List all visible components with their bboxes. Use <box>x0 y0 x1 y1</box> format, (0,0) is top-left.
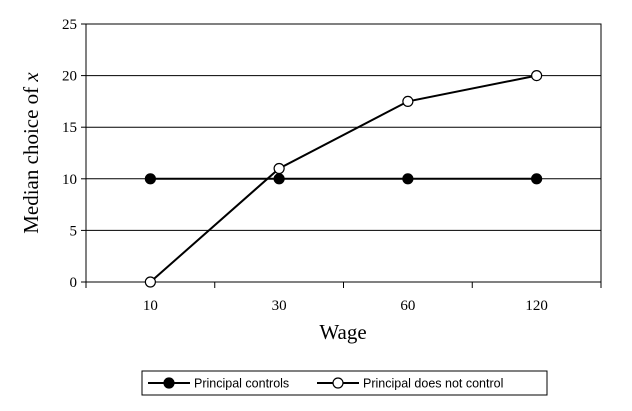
x-tick-label-30: 30 <box>272 298 287 314</box>
plot-area-frame <box>85 23 602 283</box>
y-axis-title-text: Median choice of <box>19 82 43 234</box>
x-tick-label-10: 10 <box>143 298 158 314</box>
data-point-principal-controls-30 <box>273 173 285 185</box>
data-point-principal-controls-60 <box>402 173 414 185</box>
y-tick-label-25: 25 <box>62 17 77 33</box>
data-point-principal-does-not-control-120 <box>531 69 543 82</box>
data-point-principal-does-not-control-60 <box>402 95 414 108</box>
gridlines <box>86 75 601 231</box>
y-tick-label-0: 0 <box>70 275 78 291</box>
legend-label-principal-controls: Principal controls <box>194 377 289 391</box>
data-point-principal-does-not-control-30 <box>273 162 285 175</box>
series-layer <box>144 69 543 288</box>
data-point-principal-controls-120 <box>531 173 543 185</box>
y-axis-title: Median choice of x <box>19 72 43 234</box>
legend-label-principal-does-not-control: Principal does not control <box>363 377 503 391</box>
y-axis-title-variable: x <box>19 72 43 83</box>
data-point-principal-controls-10 <box>144 173 156 185</box>
series-line-principal-does-not-control <box>149 74 537 283</box>
y-tick-label-15: 15 <box>62 120 77 136</box>
legend-marker-principal-does-not-control <box>332 377 344 389</box>
x-axis-title: Wage <box>319 320 366 344</box>
x-axis: 10 30 60 120 <box>85 282 602 314</box>
y-tick-label-20: 20 <box>62 69 77 85</box>
y-tick-label-10: 10 <box>62 172 77 188</box>
data-point-principal-does-not-control-10 <box>144 276 156 288</box>
legend-marker-principal-controls <box>163 377 175 389</box>
y-tick-label-5: 5 <box>70 223 78 239</box>
y-axis: 0 5 10 15 20 25 <box>62 17 86 291</box>
legend: Principal controls Principal does not co… <box>141 370 548 396</box>
x-tick-label-120: 120 <box>525 298 548 314</box>
x-tick-label-60: 60 <box>400 298 415 314</box>
